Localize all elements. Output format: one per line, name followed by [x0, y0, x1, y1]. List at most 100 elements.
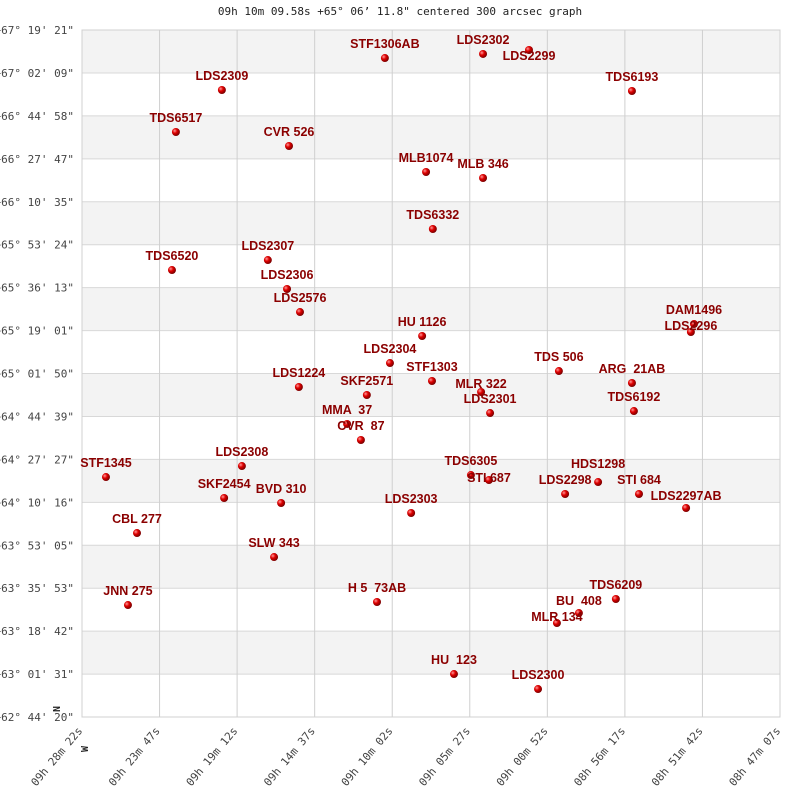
star-label: LDS1224 — [272, 366, 325, 380]
star-label: SKF2571 — [340, 374, 393, 388]
star-marker[interactable] — [343, 419, 352, 428]
star-label: LDS2300 — [512, 668, 565, 682]
x-tick-label: 08h 51m 42s — [649, 725, 706, 789]
star-label: TDS 506 — [534, 350, 583, 364]
star-marker[interactable] — [296, 308, 305, 317]
star-label: LDS2297AB — [651, 489, 722, 503]
chart-title: 09h 10m 09.58s +65° 06’ 11.8" centered 3… — [217, 5, 583, 18]
star-label: LDS2302 — [457, 33, 510, 47]
star-marker[interactable] — [484, 476, 493, 485]
star-marker[interactable] — [525, 45, 534, 54]
star-marker[interactable] — [277, 499, 286, 508]
star-label: MLB1074 — [399, 151, 454, 165]
star-marker[interactable] — [167, 266, 176, 275]
y-tick-label: +67° 02' 09" — [0, 67, 74, 80]
y-tick-label: +64° 10' 16" — [0, 496, 74, 509]
star-marker[interactable] — [356, 436, 365, 445]
star-marker[interactable] — [689, 320, 698, 329]
star-marker[interactable] — [217, 85, 226, 94]
star-marker[interactable] — [385, 359, 394, 368]
star-label: LDS2296 — [664, 319, 717, 333]
x-tick-label: 08h 56m 17s — [571, 725, 628, 789]
star-marker[interactable] — [594, 478, 603, 487]
x-tick-label: 09h 00m 52s — [494, 725, 551, 789]
y-tick-label: +63° 53' 05" — [0, 539, 74, 552]
star-marker[interactable] — [629, 407, 638, 416]
y-tick-label: +65° 19' 01" — [0, 325, 74, 338]
star-marker[interactable] — [427, 377, 436, 386]
star-marker[interactable] — [479, 174, 488, 183]
x-tick-label: 09h 14m 37s — [261, 725, 318, 789]
star-marker[interactable] — [220, 494, 229, 503]
star-label: ARG 21AB — [599, 362, 666, 376]
star-label: TDS6193 — [606, 70, 659, 84]
star-label: HU 123 — [431, 653, 477, 667]
star-marker[interactable] — [380, 54, 389, 63]
star-marker[interactable] — [682, 503, 691, 512]
star-marker[interactable] — [270, 553, 279, 562]
star-marker[interactable] — [132, 529, 141, 538]
star-label: LDS2306 — [261, 268, 314, 282]
star-marker[interactable] — [534, 685, 543, 694]
y-tick-label: +63° 01' 31" — [0, 668, 74, 681]
star-label: SKF2454 — [198, 477, 251, 491]
star-marker[interactable] — [422, 168, 431, 177]
grid-band — [82, 30, 780, 73]
star-marker[interactable] — [171, 128, 180, 137]
star-label: BU 408 — [556, 594, 602, 608]
star-label: STF1303 — [406, 360, 457, 374]
star-marker[interactable] — [479, 49, 488, 58]
star-marker[interactable] — [263, 256, 272, 265]
star-marker[interactable] — [407, 508, 416, 517]
y-tick-label: +62° 44' 20" — [0, 711, 74, 724]
y-tick-label: +63° 35' 53" — [0, 582, 74, 595]
star-label: DAM1496 — [666, 303, 722, 317]
star-marker[interactable] — [686, 328, 695, 337]
star-marker[interactable] — [283, 285, 292, 294]
star-label: MLR 134 — [531, 610, 582, 624]
star-marker[interactable] — [101, 473, 110, 482]
star-label: LDS2304 — [364, 342, 417, 356]
star-marker[interactable] — [418, 332, 427, 341]
star-marker[interactable] — [574, 609, 583, 618]
star-label: MLR 322 — [455, 377, 506, 391]
star-marker[interactable] — [561, 490, 570, 499]
north-marker: N — [52, 706, 63, 712]
star-marker[interactable] — [627, 379, 636, 388]
star-marker[interactable] — [552, 619, 561, 628]
star-label: TDS6305 — [444, 454, 497, 468]
star-marker[interactable] — [294, 383, 303, 392]
x-tick-label: 08h 47m 07s — [727, 725, 784, 789]
star-label: TDS6520 — [146, 249, 199, 263]
star-marker[interactable] — [627, 86, 636, 95]
x-tick-label: 09h 05m 27s — [416, 725, 473, 789]
star-marker[interactable] — [554, 367, 563, 376]
star-label: LDS2309 — [195, 69, 248, 83]
star-label: LDS2298 — [539, 473, 592, 487]
grid-band — [82, 631, 780, 675]
star-marker[interactable] — [428, 225, 437, 234]
star-label: STF1345 — [80, 456, 131, 470]
y-tick-label: +66° 27' 47" — [0, 153, 74, 166]
star-marker[interactable] — [634, 490, 643, 499]
star-label: MLB 346 — [457, 157, 508, 171]
star-label: HU 1126 — [398, 315, 447, 329]
y-tick-label: +67° 19' 21" — [0, 24, 74, 37]
y-tick-label: +65° 53' 24" — [0, 239, 74, 252]
star-marker[interactable] — [237, 462, 246, 471]
star-marker[interactable] — [372, 598, 381, 607]
star-marker[interactable] — [362, 391, 371, 400]
star-marker[interactable] — [123, 601, 132, 610]
star-marker[interactable] — [477, 388, 486, 397]
star-label: TDS6517 — [150, 111, 203, 125]
y-tick-label: +64° 44' 39" — [0, 410, 74, 423]
star-label: MMA 37 — [322, 403, 372, 417]
star-marker[interactable] — [285, 141, 294, 150]
star-marker[interactable] — [486, 409, 495, 418]
star-label: SLW 343 — [248, 536, 299, 550]
star-marker[interactable] — [611, 595, 620, 604]
star-marker[interactable] — [449, 670, 458, 679]
star-marker[interactable] — [466, 471, 475, 480]
grid-band — [82, 545, 780, 589]
